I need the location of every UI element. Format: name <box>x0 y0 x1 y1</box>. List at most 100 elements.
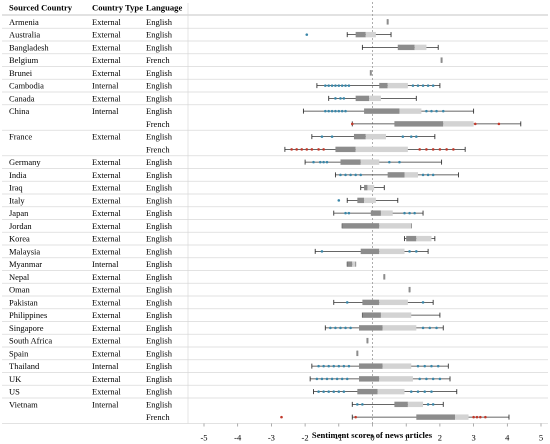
table-cell-country: Singapore <box>9 323 44 333</box>
outlier-point <box>290 148 293 151</box>
outlier-point <box>344 109 347 113</box>
outlier-point <box>430 109 433 113</box>
box-plot-row <box>369 70 372 76</box>
box-lower-quartile <box>364 108 400 114</box>
table-cell-country: Spain <box>9 348 29 358</box>
table-cell-country-type: External <box>92 170 121 180</box>
outlier-point <box>441 109 445 113</box>
table-cell-language: English <box>146 17 173 27</box>
table-cell-language: English <box>146 81 173 91</box>
outlier-point <box>337 109 341 113</box>
outlier-point <box>403 211 406 215</box>
table-cell-language: English <box>146 132 173 142</box>
box-plot-row <box>366 337 369 344</box>
box-lower-quartile <box>355 31 366 38</box>
table-cell-language: French <box>146 55 170 65</box>
table-cell-country: Italy <box>9 195 25 205</box>
outlier-point <box>425 109 428 113</box>
outlier-point <box>438 148 442 151</box>
outlier-point <box>327 109 330 113</box>
outlier-point <box>340 109 344 113</box>
outlier-point <box>452 148 455 151</box>
box-plot-row <box>361 312 441 318</box>
box-plot-row <box>284 146 466 153</box>
table-cell-country-type: External <box>92 195 121 205</box>
outlier-point <box>327 84 330 87</box>
x-tick-label: -3 <box>268 433 275 443</box>
table-cell-country-type: External <box>92 246 121 256</box>
table-cell-country-type: External <box>92 336 121 346</box>
outlier-point <box>344 326 347 330</box>
table-cell-country-type: External <box>92 285 121 295</box>
outlier-point <box>330 109 334 113</box>
table-cell-country: France <box>9 132 32 142</box>
outlier-point <box>425 148 428 151</box>
outlier-point <box>332 390 336 393</box>
outlier-point <box>472 415 475 419</box>
table-cell-country: Oman <box>9 285 31 295</box>
outlier-point <box>421 173 425 177</box>
table-cell-country-type: External <box>92 387 121 397</box>
outlier-point <box>497 122 501 126</box>
table-cell-country-type: Internal <box>92 259 119 269</box>
box-plot-row <box>361 44 439 51</box>
table-cell-country: China <box>9 106 30 116</box>
outlier-point <box>322 160 325 164</box>
box-median-marker <box>369 70 372 76</box>
table-cell-country: Nepal <box>9 272 30 282</box>
box-upper-quartile <box>455 414 469 420</box>
table-cell-country: India <box>9 170 27 180</box>
outlier-point <box>431 84 435 87</box>
outlier-point <box>310 148 314 151</box>
box-lower-quartile <box>394 121 444 127</box>
table-cell-language: French <box>146 144 170 154</box>
table-cell-country: Malaysia <box>9 246 40 256</box>
box-median-marker <box>383 274 386 280</box>
box-upper-quartile <box>382 325 417 331</box>
box-plot-row <box>350 121 522 127</box>
box-plot-row <box>404 235 436 242</box>
x-tick-label: 0 <box>370 433 374 443</box>
box-median-marker <box>356 350 359 357</box>
box-lower-quartile <box>359 363 383 369</box>
box-lower-quartile <box>416 414 456 420</box>
outlier-point <box>445 148 448 151</box>
table-cell-language: English <box>146 387 173 397</box>
box-plot-row <box>333 210 424 216</box>
box-lower-quartile <box>362 312 381 318</box>
table-cell-language: English <box>146 297 173 307</box>
table-cell-country-type: External <box>92 157 121 167</box>
box-upper-quartile <box>407 401 424 408</box>
box-plot-row <box>280 414 510 420</box>
box-lower-quartile <box>340 159 361 165</box>
outlier-point <box>318 160 322 164</box>
table-cell-country-type: Internal <box>92 399 119 409</box>
outlier-point <box>335 377 339 381</box>
box-lower-quartile <box>335 146 356 153</box>
table-cell-country: Thailand <box>9 361 40 371</box>
x-tick-label: 2 <box>438 433 442 443</box>
box-plot-row <box>304 159 443 165</box>
outlier-point <box>415 135 418 138</box>
outlier-point <box>421 84 425 87</box>
outlier-point <box>339 326 342 330</box>
outlier-point <box>305 33 309 36</box>
table-cell-country: Cambodia <box>9 81 44 91</box>
table-cell-language: English <box>146 106 173 116</box>
outlier-point <box>421 301 425 304</box>
x-tick-label: 4 <box>505 433 510 443</box>
outlier-point <box>398 160 401 164</box>
box-plot-row <box>328 95 417 102</box>
box-upper-quartile <box>404 172 418 178</box>
box-upper-quartile <box>352 261 356 267</box>
box-upper-quartile <box>379 299 408 306</box>
box-lower-quartile <box>387 172 405 178</box>
outlier-point <box>334 97 337 100</box>
box-plot-row <box>386 19 389 25</box>
outlier-point <box>349 326 352 330</box>
table-cell-country: Armenia <box>9 17 39 27</box>
box-median-marker <box>408 286 411 293</box>
outlier-point <box>431 377 435 381</box>
outlier-point <box>415 250 418 253</box>
table-cell-country: Bangladesh <box>9 42 49 52</box>
